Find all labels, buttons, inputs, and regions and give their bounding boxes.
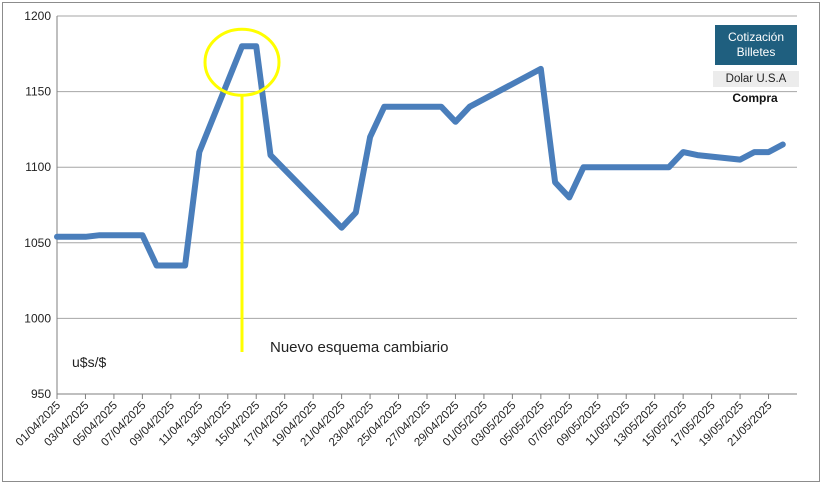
y-tick-label: 1100: [25, 160, 51, 174]
axes: [56, 16, 797, 395]
annotation-text: Nuevo esquema cambiario: [270, 339, 449, 356]
y-tick-label: 1200: [24, 9, 51, 23]
legend-subtitle-compra: Compra: [732, 91, 778, 105]
y-tick-label: 950: [31, 387, 51, 401]
highlight-layer: [203, 27, 281, 352]
y-tick-label: 1000: [24, 311, 51, 325]
highlight-ellipse: [203, 27, 281, 97]
legend-title: Cotización Billetes: [715, 25, 797, 65]
grid-layer: [57, 15, 797, 319]
y-tick-label: 1150: [25, 85, 51, 99]
series-layer: [54, 43, 786, 269]
unit-label: u$s/$: [72, 354, 107, 370]
y-tick-label: 1050: [24, 236, 51, 250]
y-axis-ticks: 950 1000 1050 1100 1150 1200: [24, 9, 51, 401]
series-line: [54, 43, 786, 269]
legend-subtitle: Dolar U.S.A: [713, 71, 799, 87]
x-axis-ticks: 01/04/202503/04/202505/04/202507/04/2025…: [14, 394, 775, 449]
